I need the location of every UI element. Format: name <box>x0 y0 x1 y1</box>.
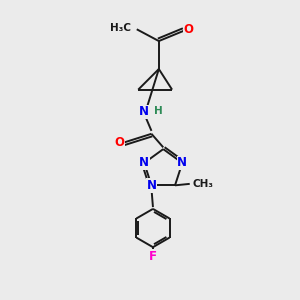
Text: H₃C: H₃C <box>110 23 131 33</box>
Text: N: N <box>146 179 157 192</box>
Text: CH₃: CH₃ <box>193 179 214 189</box>
Text: O: O <box>114 136 124 149</box>
Text: N: N <box>139 157 149 169</box>
Text: F: F <box>149 250 157 263</box>
Text: O: O <box>183 23 193 36</box>
Text: H: H <box>154 106 162 116</box>
Text: N: N <box>139 105 149 118</box>
Text: N: N <box>177 157 187 169</box>
